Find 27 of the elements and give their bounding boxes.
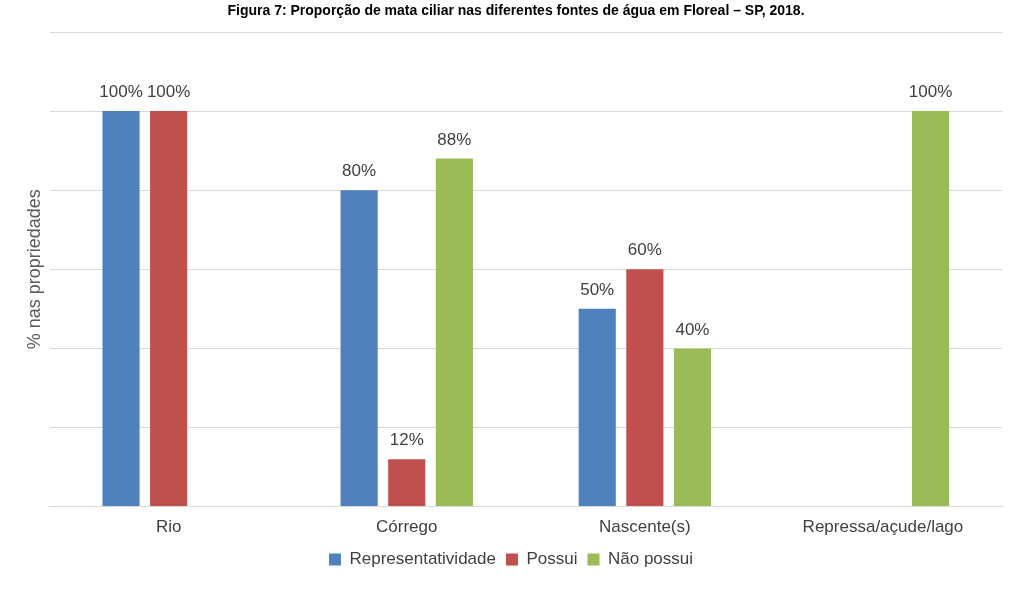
bar (578, 308, 616, 507)
data-label: 40% (675, 319, 710, 339)
data-label: 100% (908, 82, 953, 102)
y-axis-title: % nas propriedades (23, 189, 44, 350)
bar (340, 190, 378, 507)
legend-label: Não possui (607, 549, 694, 569)
legend-label: Possui (526, 549, 578, 569)
x-tick-label: Nascente(s) (599, 517, 691, 537)
bar (150, 111, 188, 507)
chart-title: Figura 7: Proporção de mata ciliar nas diferentes fontes de água em Floreal – SP, 2018. (226, 1, 806, 20)
bar (673, 348, 712, 507)
x-tick-label: Córrego (376, 517, 438, 537)
legend-label: Representatividade (349, 549, 496, 569)
data-label: 50% (580, 280, 615, 300)
x-tick-label: Repressa/açude/lago (802, 517, 964, 537)
data-label: 100% (99, 82, 143, 102)
bar (102, 111, 140, 507)
data-label: 100% (146, 82, 191, 102)
bar (435, 158, 473, 507)
bar (388, 459, 426, 507)
data-label: 60% (627, 240, 662, 260)
data-label: 80% (342, 161, 377, 181)
bar (626, 269, 664, 507)
data-label: 88% (437, 129, 472, 149)
x-tick-label: Rio (155, 517, 182, 537)
data-label: 12% (389, 430, 424, 450)
bar (912, 111, 950, 507)
